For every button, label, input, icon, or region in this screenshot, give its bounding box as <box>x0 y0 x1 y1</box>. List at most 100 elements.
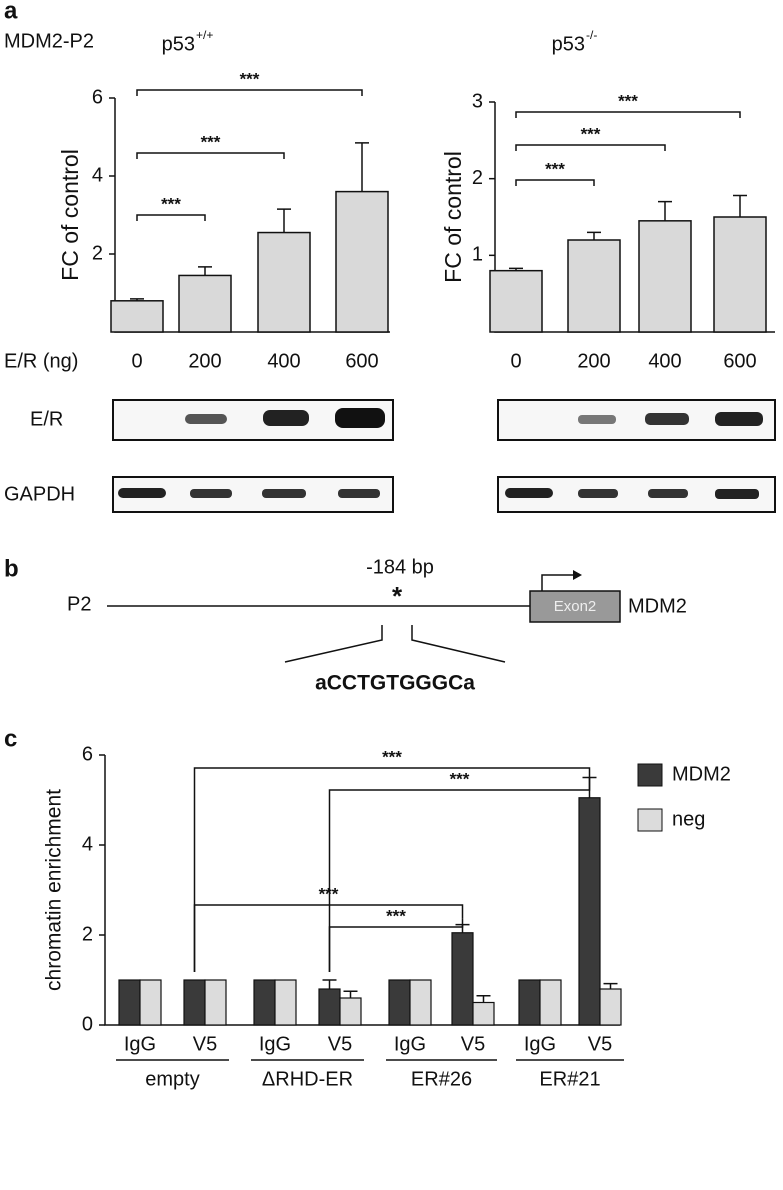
chart-title-sup: +/+ <box>196 28 213 42</box>
bar <box>318 988 341 1026</box>
site-marker: * <box>392 581 403 611</box>
bar <box>451 932 474 1026</box>
chart-title: p53 <box>162 33 195 55</box>
significance-label: *** <box>201 132 221 151</box>
legend-label: MDM2 <box>672 763 731 785</box>
y-axis-label: FC of control <box>440 151 466 283</box>
y-tick-label: 1 <box>472 244 483 266</box>
blot-label: E/R <box>30 408 63 430</box>
group-label: ER#21 <box>539 1068 600 1090</box>
group-label: ER#26 <box>411 1068 472 1090</box>
bar <box>257 231 311 333</box>
x-tick-label: IgG <box>394 1033 426 1055</box>
bar <box>578 797 601 1026</box>
significance-bracket <box>136 89 363 96</box>
significance-label: *** <box>618 91 638 110</box>
bar <box>253 979 276 1026</box>
x-tick-label: 200 <box>577 350 610 372</box>
significance-label: *** <box>450 769 470 788</box>
error-bar <box>658 200 672 221</box>
significance-bracket <box>193 767 591 972</box>
tss-arrow <box>541 574 575 591</box>
position-label: -184 bp <box>366 556 434 578</box>
exon-box <box>529 590 621 623</box>
y-tick-label: 6 <box>92 86 103 108</box>
error-bar <box>130 298 144 301</box>
bar <box>274 979 297 1026</box>
significance-label: *** <box>161 194 181 213</box>
x-axis-label: E/R (ng) <box>4 350 78 372</box>
significance-bracket <box>136 214 206 221</box>
bar <box>518 979 541 1026</box>
y-tick-label: 2 <box>82 923 93 945</box>
gene-label: MDM2 <box>628 595 687 617</box>
panel-label: c <box>4 725 17 752</box>
y-tick-label: 4 <box>82 833 93 855</box>
panel-label: b <box>4 555 19 582</box>
significance-bracket <box>136 152 285 159</box>
subtitle: MDM2-P2 <box>4 30 94 52</box>
significance-label: *** <box>581 124 601 143</box>
legend-swatch <box>637 763 663 787</box>
y-axis-label: chromatin enrichment <box>43 789 66 991</box>
bar <box>178 274 232 333</box>
x-tick-label: V5 <box>193 1033 217 1055</box>
x-tick-label: 400 <box>648 350 681 372</box>
significance-bracket <box>515 111 741 118</box>
bar <box>539 979 562 1026</box>
blot-label: GAPDH <box>4 483 75 505</box>
y-tick-label: 6 <box>82 743 93 765</box>
bar <box>409 979 432 1026</box>
error-bar <box>277 208 291 233</box>
zoom-lines <box>284 625 506 663</box>
bar <box>638 220 692 333</box>
significance-label: *** <box>386 906 406 925</box>
error-bar <box>343 990 358 998</box>
y-tick-label: 2 <box>92 242 103 264</box>
significance-label: *** <box>240 69 260 88</box>
bar <box>599 988 622 1026</box>
group-label: ΔRHD-ER <box>262 1068 353 1090</box>
bar <box>139 979 162 1026</box>
y-tick-label: 2 <box>472 167 483 189</box>
x-tick-label: IgG <box>124 1033 156 1055</box>
error-bar <box>198 266 212 276</box>
bar <box>472 1001 495 1026</box>
error-bar <box>603 982 618 989</box>
promoter-name: P2 <box>67 593 91 615</box>
y-tick-label: 0 <box>82 1013 93 1035</box>
significance-bracket <box>193 904 464 972</box>
x-tick-label: 600 <box>723 350 756 372</box>
x-tick-label: 200 <box>188 350 221 372</box>
error-bar <box>733 194 747 217</box>
bar <box>118 979 141 1026</box>
bar <box>567 239 621 333</box>
legend-label: neg <box>672 808 705 830</box>
chart-title: p53 <box>552 33 585 55</box>
x-tick-label: 0 <box>510 350 521 372</box>
x-tick-label: V5 <box>588 1033 612 1055</box>
x-tick-label: 600 <box>345 350 378 372</box>
bar <box>204 979 227 1026</box>
significance-label: *** <box>382 747 402 766</box>
error-bar <box>509 267 523 271</box>
significance-label: *** <box>319 884 339 903</box>
bar <box>335 190 389 333</box>
error-bar <box>587 231 601 240</box>
sequence: aCCTGTGGGCa <box>315 672 475 695</box>
exon-label: Exon2 <box>554 598 597 615</box>
significance-bracket <box>328 918 464 972</box>
x-tick-label: V5 <box>328 1033 352 1055</box>
bar <box>388 979 411 1026</box>
panel-label: a <box>4 0 18 24</box>
x-tick-label: 0 <box>131 350 142 372</box>
x-tick-label: V5 <box>461 1033 485 1055</box>
x-tick-label: IgG <box>259 1033 291 1055</box>
error-bar <box>322 979 337 989</box>
tss-arrowhead <box>573 570 582 580</box>
significance-bracket <box>515 179 595 186</box>
bar <box>713 216 767 333</box>
bar <box>183 979 206 1026</box>
error-bar <box>476 995 491 1003</box>
y-tick-label: 4 <box>92 164 103 186</box>
